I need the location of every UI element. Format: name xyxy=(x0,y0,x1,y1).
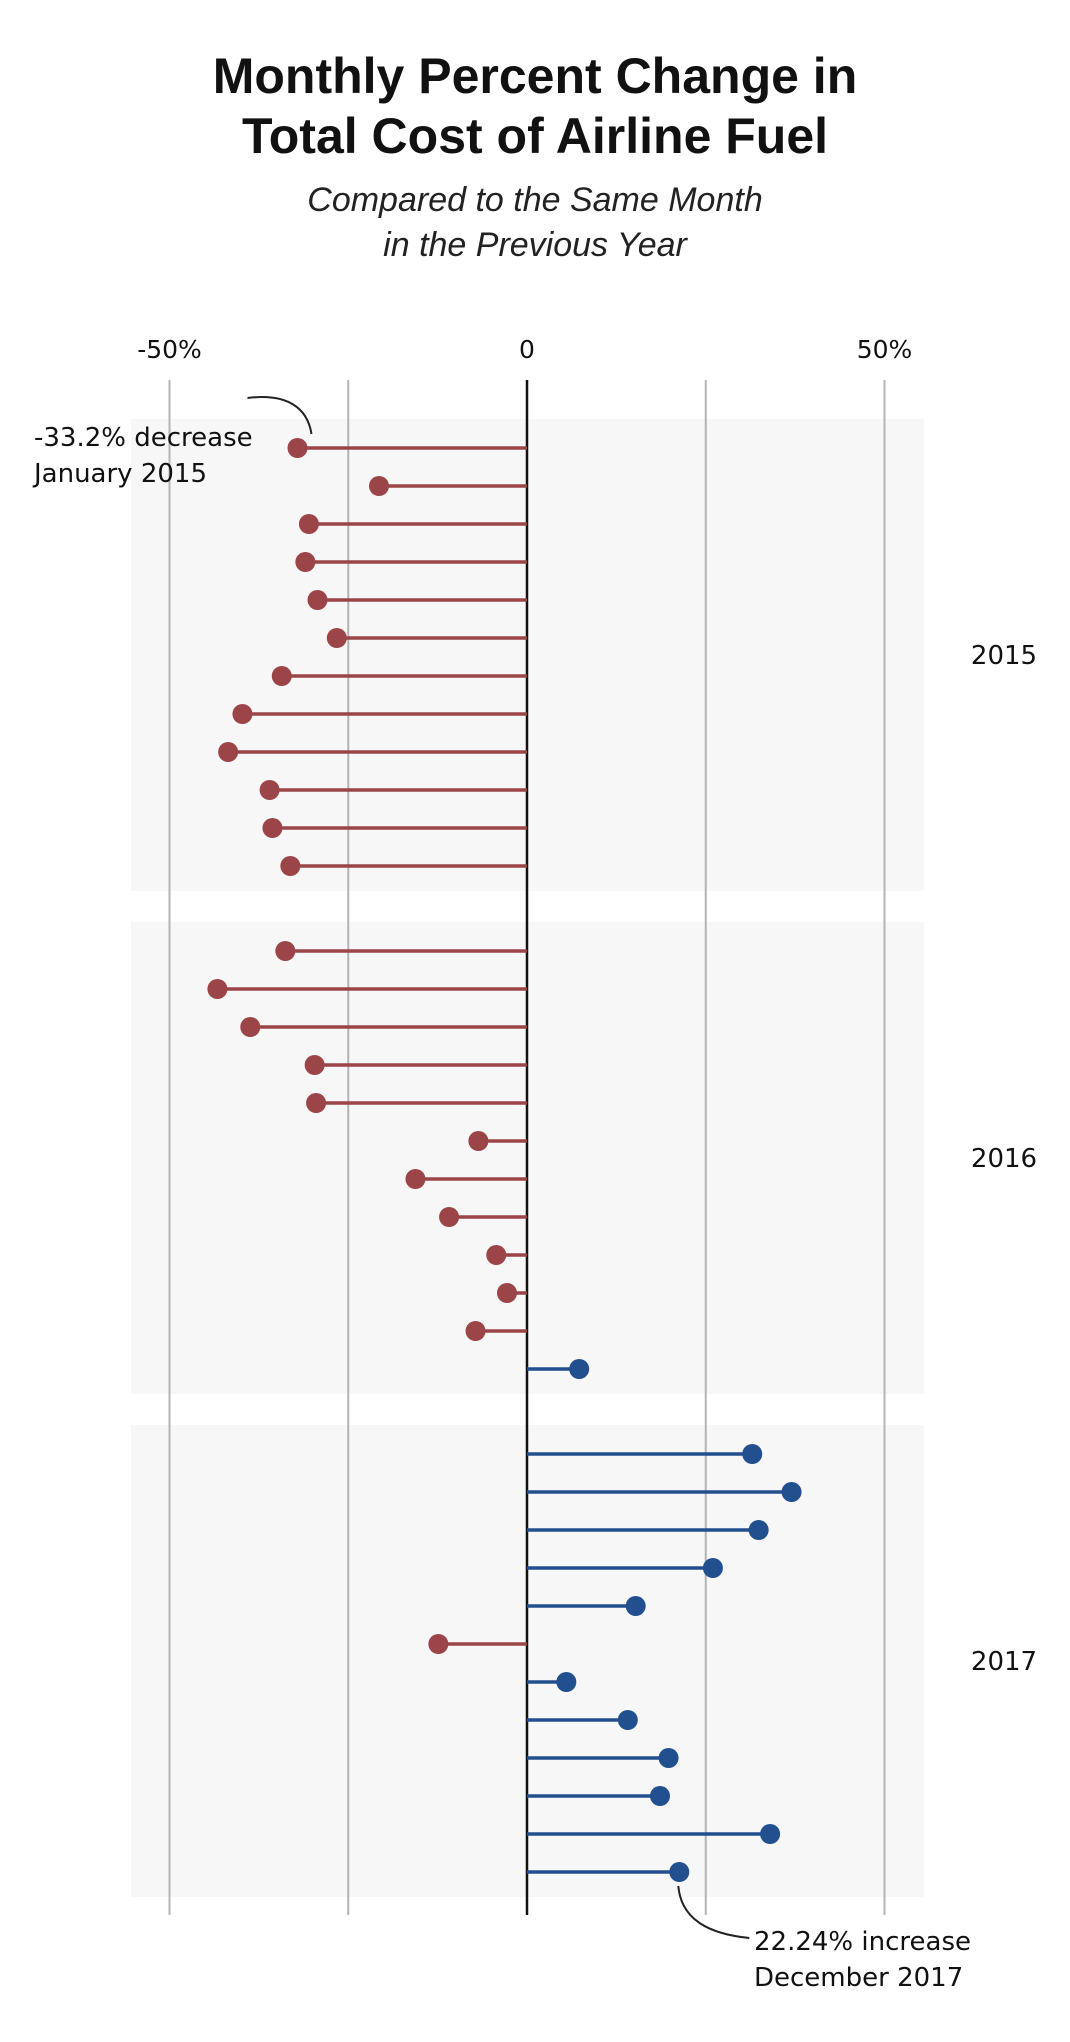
x-tick-label: 50% xyxy=(857,335,913,364)
lollipop-point xyxy=(275,941,296,961)
lollipop-point xyxy=(669,1862,690,1882)
lollipop-point xyxy=(649,1786,670,1806)
lollipop-point xyxy=(748,1520,769,1540)
lollipop-point xyxy=(556,1672,577,1692)
lollipop-point xyxy=(295,552,316,572)
x-tick-label: 0 xyxy=(519,335,535,364)
annotation-label: December 2017 xyxy=(754,1963,963,1993)
chart-subtitle-line-2: in the Previous Year xyxy=(383,226,687,264)
lollipop-point xyxy=(781,1482,802,1502)
lollipop-point xyxy=(702,1558,723,1578)
lollipop-point xyxy=(207,979,228,999)
lollipop-point xyxy=(307,590,328,610)
annotation-connector xyxy=(247,396,313,435)
year-label-2016: 2016 xyxy=(971,1144,1037,1174)
lollipop-point xyxy=(298,514,319,534)
lollipop-point xyxy=(742,1444,763,1464)
title-block: Monthly Percent Change in Total Cost of … xyxy=(0,46,1070,268)
lollipop-point xyxy=(218,742,239,762)
lollipop-point xyxy=(326,628,347,648)
lollipop-point xyxy=(496,1283,517,1303)
lollipop-point xyxy=(465,1321,486,1341)
lollipop-point xyxy=(486,1245,507,1265)
lollipop-point xyxy=(368,476,389,496)
lollipop-point xyxy=(259,780,280,800)
year-label-2015: 2015 xyxy=(971,641,1037,671)
chart-subtitle-line-1: Compared to the Same Month xyxy=(307,181,763,219)
lollipop-point xyxy=(569,1359,590,1379)
chart-title-line-1: Monthly Percent Change in xyxy=(212,48,858,104)
lollipop-point xyxy=(625,1596,646,1616)
chart-title-line-2: Total Cost of Airline Fuel xyxy=(241,108,829,164)
lollipop-point xyxy=(271,666,292,686)
lollipop-point xyxy=(280,856,301,876)
lollipop-point xyxy=(240,1017,261,1037)
annotation-connector xyxy=(677,1885,750,1939)
lollipop-point xyxy=(428,1634,449,1654)
lollipop-point xyxy=(468,1131,489,1151)
lollipop-point xyxy=(287,438,308,458)
lollipop-point xyxy=(232,704,253,724)
lollipop-point xyxy=(760,1824,781,1844)
year-label-2017: 2017 xyxy=(971,1647,1037,1677)
chart-title: Monthly Percent Change in Total Cost of … xyxy=(0,46,1070,166)
lollipop-point xyxy=(306,1093,327,1113)
annotation-label: -33.2% decrease xyxy=(34,423,253,453)
lollipop-point xyxy=(405,1169,426,1189)
x-tick-label: -50% xyxy=(137,335,202,364)
chart-subtitle: Compared to the Same Month in the Previo… xyxy=(0,178,1070,268)
annotation-label: January 2015 xyxy=(32,459,207,489)
annotation-label: 22.24% increase xyxy=(754,1927,971,1957)
lollipop-point xyxy=(439,1207,460,1227)
lollipop-point xyxy=(658,1748,679,1768)
lollipop-point xyxy=(617,1710,638,1730)
lollipop-point xyxy=(304,1055,325,1075)
lollipop-point xyxy=(262,818,283,838)
